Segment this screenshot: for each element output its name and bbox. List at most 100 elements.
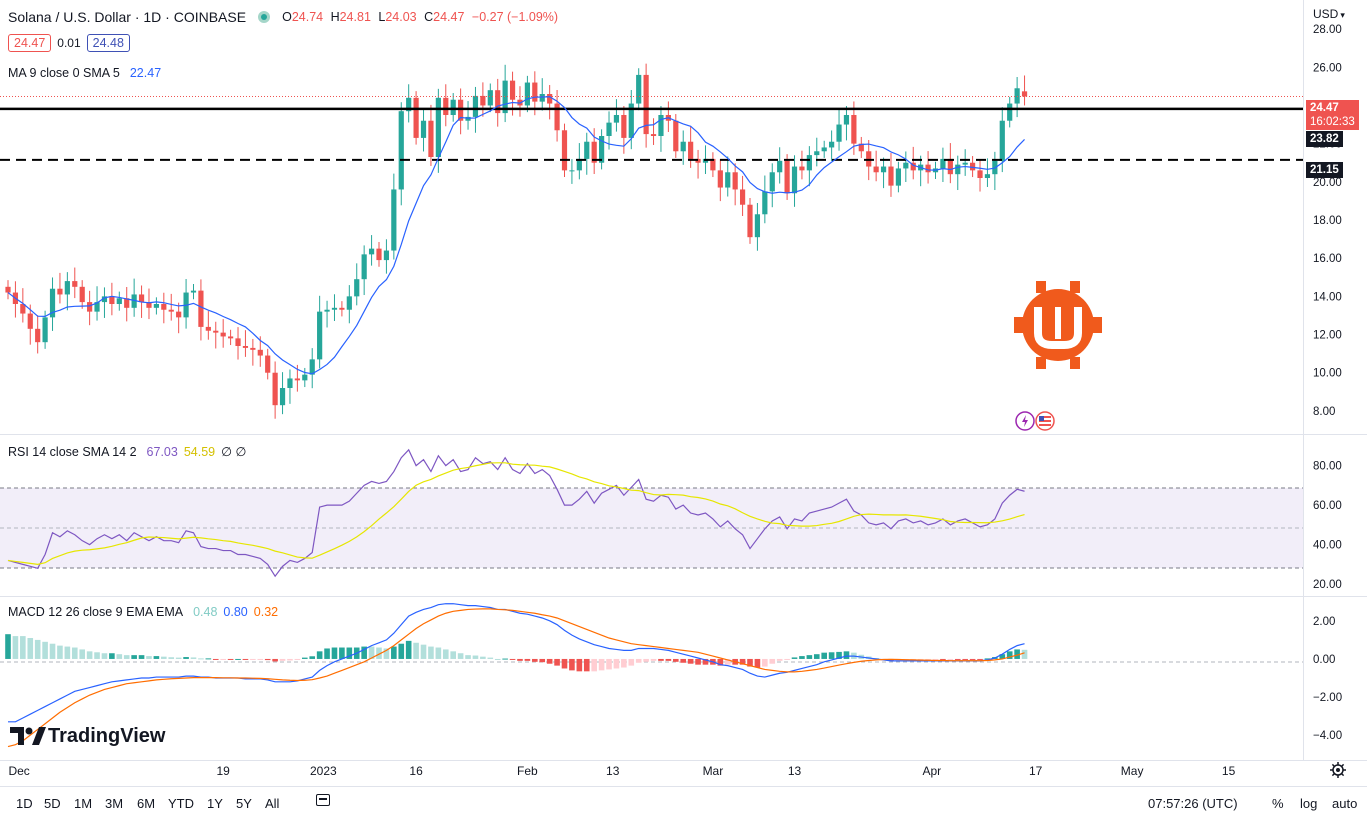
candle-body[interactable] (636, 74, 642, 104)
candle-body[interactable] (153, 304, 159, 308)
candle-body[interactable] (294, 378, 300, 381)
candle-body[interactable] (435, 97, 441, 157)
timeframe-1m-button[interactable]: 1M (74, 796, 93, 811)
candle-body[interactable] (376, 248, 382, 261)
timeframe-3m-button[interactable]: 3M (105, 796, 124, 811)
candle-body[interactable] (925, 164, 931, 173)
symbol-legend[interactable]: Solana / U.S. Dollar · 1D · COINBASE O24… (8, 9, 558, 25)
candle-body[interactable] (799, 166, 805, 171)
candle-body[interactable] (903, 162, 909, 169)
candle-body[interactable] (161, 304, 167, 310)
candle-body[interactable] (450, 99, 456, 115)
candle-body[interactable] (465, 116, 471, 121)
candle-body[interactable] (94, 302, 100, 312)
candle-body[interactable] (710, 158, 716, 171)
candle-body[interactable] (443, 97, 449, 115)
candle-body[interactable] (472, 95, 479, 117)
candle-body[interactable] (769, 172, 775, 192)
candle-body[interactable] (576, 158, 582, 171)
candle-body[interactable] (383, 250, 390, 261)
candle-body[interactable] (398, 111, 404, 190)
candle-body[interactable] (242, 346, 249, 348)
candle-body[interactable] (628, 103, 634, 138)
candle-body[interactable] (984, 174, 991, 178)
symbol-title[interactable]: Solana / U.S. Dollar · 1D · COINBASE (8, 9, 247, 25)
candle-body[interactable] (673, 120, 679, 152)
candle-body[interactable] (940, 158, 946, 169)
candle-body[interactable] (220, 332, 226, 337)
rsi-legend[interactable]: RSI 14 close SMA 14 2 67.03 54.59 ∅ ∅ (8, 444, 246, 460)
currency-selector[interactable]: USD ▾ (1313, 7, 1345, 21)
candle-body[interactable] (554, 103, 560, 131)
candle-body[interactable] (947, 158, 953, 175)
candle-body[interactable] (168, 309, 174, 312)
candle-body[interactable] (910, 162, 916, 171)
candle-body[interactable] (599, 136, 605, 163)
candle-body[interactable] (762, 191, 768, 215)
candle-body[interactable] (754, 214, 761, 238)
candle-body[interactable] (339, 307, 345, 310)
candle-body[interactable] (361, 254, 367, 280)
candle-body[interactable] (658, 115, 664, 136)
bid-price[interactable]: 24.47 (8, 34, 52, 52)
candle-body[interactable] (851, 115, 857, 144)
candle-body[interactable] (391, 189, 397, 251)
rsi-sma-line[interactable] (7, 462, 1025, 565)
candle-body[interactable] (49, 288, 56, 318)
candle-body[interactable] (643, 74, 649, 135)
candle-body[interactable] (480, 95, 486, 106)
candle-body[interactable] (1007, 103, 1013, 121)
timeframe-1d-button[interactable]: 1D (16, 796, 33, 811)
candle-body[interactable] (346, 296, 352, 310)
candle-body[interactable] (1021, 91, 1028, 97)
candle-body[interactable] (613, 115, 620, 123)
candle-body[interactable] (146, 302, 152, 308)
candle-body[interactable] (57, 288, 63, 295)
candle-body[interactable] (272, 372, 278, 406)
log-toggle[interactable]: log (1300, 796, 1318, 811)
candle-body[interactable] (368, 248, 375, 255)
ma-legend[interactable]: MA 9 close 0 SMA 5 22.47 (8, 66, 161, 80)
candle-body[interactable] (287, 378, 293, 388)
candle-body[interactable] (955, 164, 961, 175)
candle-body[interactable] (725, 172, 731, 188)
candle-body[interactable] (791, 166, 798, 194)
candle-body[interactable] (880, 166, 887, 173)
candle-body[interactable] (213, 330, 219, 333)
candle-body[interactable] (532, 82, 538, 102)
timeframe-5y-button[interactable]: 5Y (236, 796, 252, 811)
gear-icon[interactable] (1330, 762, 1346, 778)
candle-body[interactable] (205, 326, 211, 331)
candle-body[interactable] (814, 151, 820, 156)
candle-body[interactable] (5, 286, 11, 293)
us-flag-icon[interactable] (1035, 411, 1055, 431)
candle-body[interactable] (228, 336, 234, 339)
candle-body[interactable] (821, 147, 827, 152)
candle-body[interactable] (895, 168, 901, 186)
candle-body[interactable] (680, 141, 686, 152)
candle-body[interactable] (695, 158, 701, 163)
candle-body[interactable] (962, 162, 968, 165)
candle-body[interactable] (591, 141, 597, 163)
auto-toggle[interactable]: auto (1332, 796, 1358, 811)
percent-toggle[interactable]: % (1272, 796, 1284, 811)
candle-body[interactable] (331, 307, 338, 310)
candle-body[interactable] (836, 124, 842, 142)
candle-body[interactable] (1014, 88, 1020, 104)
candle-body[interactable] (190, 290, 197, 293)
candle-body[interactable] (539, 94, 545, 102)
candle-body[interactable] (428, 120, 434, 157)
candle-body[interactable] (487, 90, 493, 106)
candle-body[interactable] (784, 160, 790, 194)
candle-body[interactable] (176, 311, 182, 318)
candle-body[interactable] (732, 172, 738, 190)
candle-body[interactable] (250, 347, 256, 350)
candle-body[interactable] (717, 170, 723, 188)
lightning-icon[interactable] (1015, 411, 1035, 431)
candle-body[interactable] (279, 388, 286, 406)
candle-body[interactable] (138, 294, 145, 303)
candle-body[interactable] (843, 115, 850, 125)
candle-body[interactable] (42, 317, 48, 343)
candle-body[interactable] (888, 166, 894, 186)
